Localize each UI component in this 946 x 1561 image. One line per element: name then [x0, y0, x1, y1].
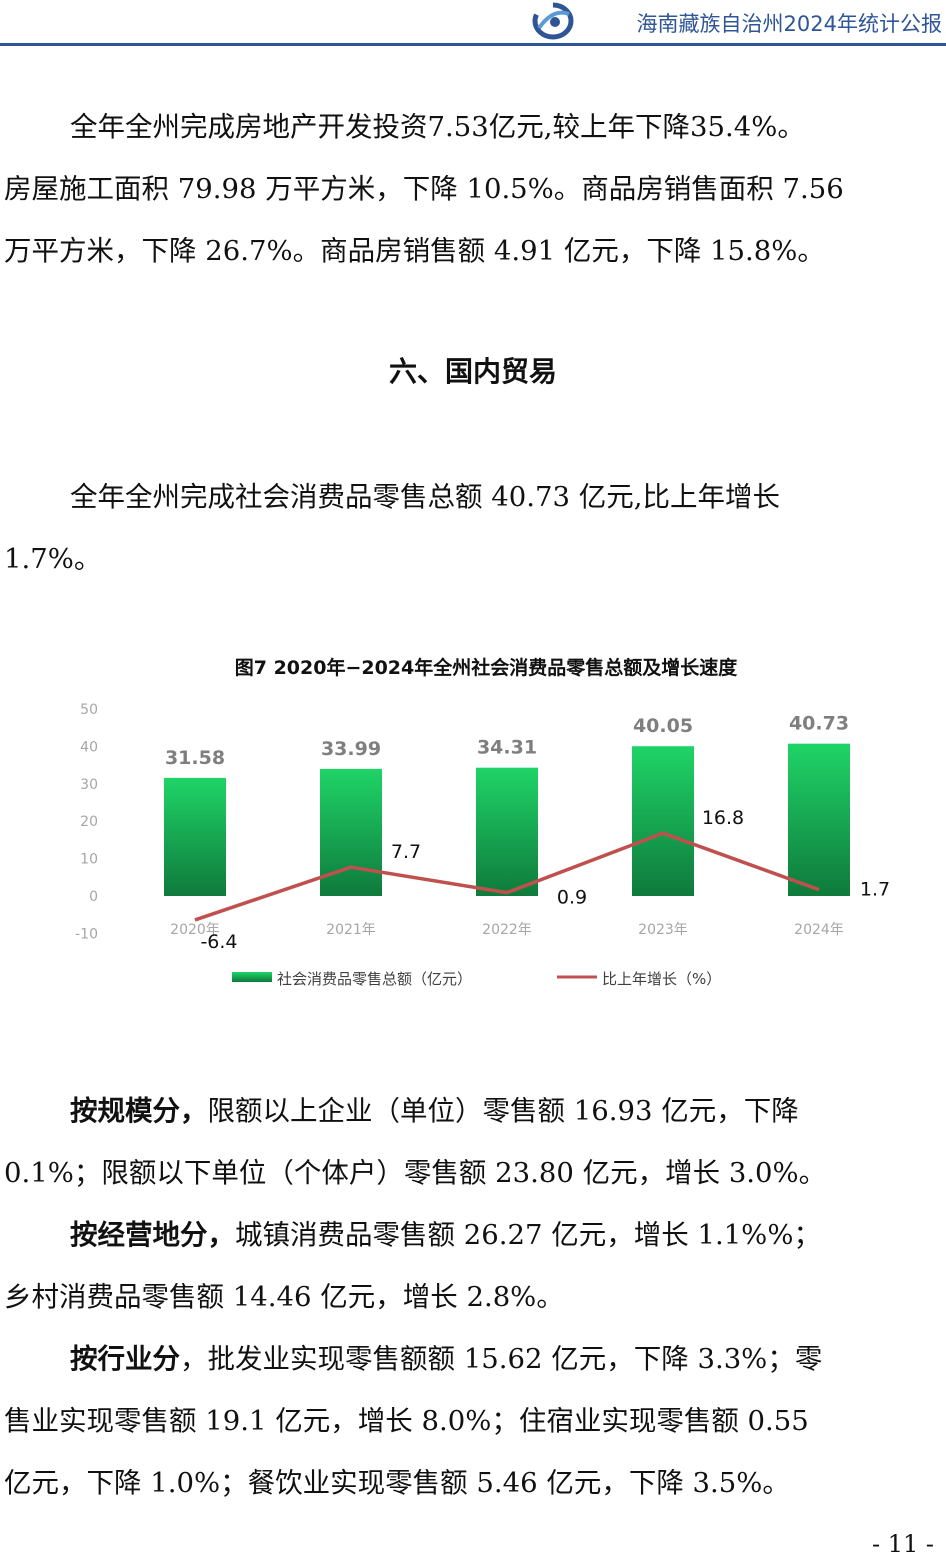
growth-line	[194, 831, 820, 922]
bold-lead: 按行业分	[70, 1343, 180, 1375]
bar	[632, 746, 694, 896]
section-title: 六、国内贸易	[388, 355, 557, 388]
text-line: 按经营地分，城镇消费品零售额 26.27 亿元，增长 1.1%%；	[4, 1204, 942, 1266]
chart-legend: 社会消费品零售总额（亿元） 比上年增长（%）	[232, 970, 721, 988]
text-line: 亿元，下降 1.0%；餐饮业实现零售额 5.46 亿元，下降 3.5%。	[4, 1467, 790, 1499]
text-span: ，批发业实现零售额额 15.62 亿元，下降 3.3%；零	[180, 1343, 823, 1375]
text-line: 乡村消费品零售额 14.46 亿元，增长 2.8%。	[4, 1281, 564, 1313]
text-line: 0.1%；限额以下单位（个体户）零售额 23.80 亿元，增长 3.0%。	[4, 1157, 827, 1189]
text-line: 售业实现零售额 19.1 亿元，增长 8.0%；住宿业实现零售额 0.55	[4, 1405, 809, 1437]
bar-value-label: 31.58	[165, 747, 225, 769]
retail-summary-paragraph: 全年全州完成社会消费品零售总额 40.73 亿元,比上年增长 1.7%。	[4, 466, 942, 590]
y-tick-label: 10	[80, 852, 98, 868]
y-tick-label: -10	[75, 926, 98, 942]
line-value-label: 0.9	[557, 887, 587, 909]
y-tick-label: 50	[80, 702, 98, 718]
bar-value-label: 40.73	[789, 713, 849, 735]
legend-label-bar: 社会消费品零售总额（亿元）	[277, 970, 472, 988]
text-line: 房屋施工面积 79.98 万平方米，下降 10.5%。商品房销售面积 7.56	[4, 173, 844, 205]
bold-lead: 按经营地分，	[70, 1219, 235, 1251]
bold-lead: 按规模分，	[70, 1095, 208, 1127]
text-span: 城镇消费品零售额 26.27 亿元，增长 1.1%%；	[235, 1219, 821, 1251]
page-header: 海南藏族自治州2024年统计公报	[0, 0, 946, 48]
bar	[164, 777, 226, 896]
y-tick-label: 40	[80, 739, 98, 755]
line-value-label: 16.8	[702, 807, 744, 829]
text-line: 全年全州完成社会消费品零售总额 40.73 亿元,比上年增长	[70, 481, 780, 513]
text-line: 全年全州完成房地产开发投资7.53亿元,较上年下降35.4%。	[70, 111, 805, 143]
page-number: - 11 -	[871, 1530, 934, 1558]
x-tick-label: 2024年	[794, 922, 844, 938]
x-tick-label: 2020年	[170, 922, 220, 938]
y-tick-label: 20	[80, 814, 98, 830]
logo-icon	[532, 2, 574, 40]
line-value-label: 1.7	[860, 879, 890, 901]
header-title: 海南藏族自治州2024年统计公报	[636, 12, 942, 36]
text-span: 限额以上企业（单位）零售额 16.93 亿元，下降	[207, 1095, 799, 1127]
x-tick-label: 2021年	[326, 922, 376, 938]
bar	[320, 768, 382, 896]
real-estate-paragraph: 全年全州完成房地产开发投资7.53亿元,较上年下降35.4%。 房屋施工面积 7…	[4, 96, 942, 282]
text-line: 万平方米，下降 26.7%。商品房销售额 4.91 亿元，下降 15.8%。	[4, 235, 825, 267]
line-value-label: 7.7	[391, 841, 421, 863]
bar-value-label: 34.31	[477, 737, 537, 759]
legend-swatch-bar	[232, 972, 272, 982]
x-tick-label: 2023年	[638, 922, 688, 938]
y-tick-label: 0	[89, 889, 98, 905]
legend-label-line: 比上年增长（%）	[602, 970, 721, 988]
retail-chart: 图7 2020年−2024年全州社会消费品零售总额及增长速度 50 40 30 20 1…	[75, 656, 890, 988]
text-line: 按规模分，限额以上企业（单位）零售额 16.93 亿元，下降	[4, 1080, 942, 1142]
bar-value-label: 40.05	[633, 715, 693, 737]
scale-paragraph: 按规模分，限额以上企业（单位）零售额 16.93 亿元，下降 0.1%；限额以下…	[4, 1080, 942, 1204]
text-line: 按行业分，批发业实现零售额额 15.62 亿元，下降 3.3%；零	[4, 1328, 942, 1390]
text-line: 1.7%。	[4, 543, 102, 575]
line-value-label: -6.4	[200, 931, 237, 953]
industry-paragraph: 按行业分，批发业实现零售额额 15.62 亿元，下降 3.3%；零 售业实现零售…	[4, 1328, 942, 1514]
header-divider	[0, 43, 946, 46]
bar	[476, 767, 538, 896]
x-tick-label: 2022年	[482, 922, 532, 938]
bar-value-label: 33.99	[321, 738, 381, 760]
location-paragraph: 按经营地分，城镇消费品零售额 26.27 亿元，增长 1.1%%； 乡村消费品零…	[4, 1204, 942, 1328]
bar	[788, 743, 850, 896]
chart-title: 图7 2020年−2024年全州社会消费品零售总额及增长速度	[235, 656, 739, 679]
y-tick-label: 30	[80, 777, 98, 793]
